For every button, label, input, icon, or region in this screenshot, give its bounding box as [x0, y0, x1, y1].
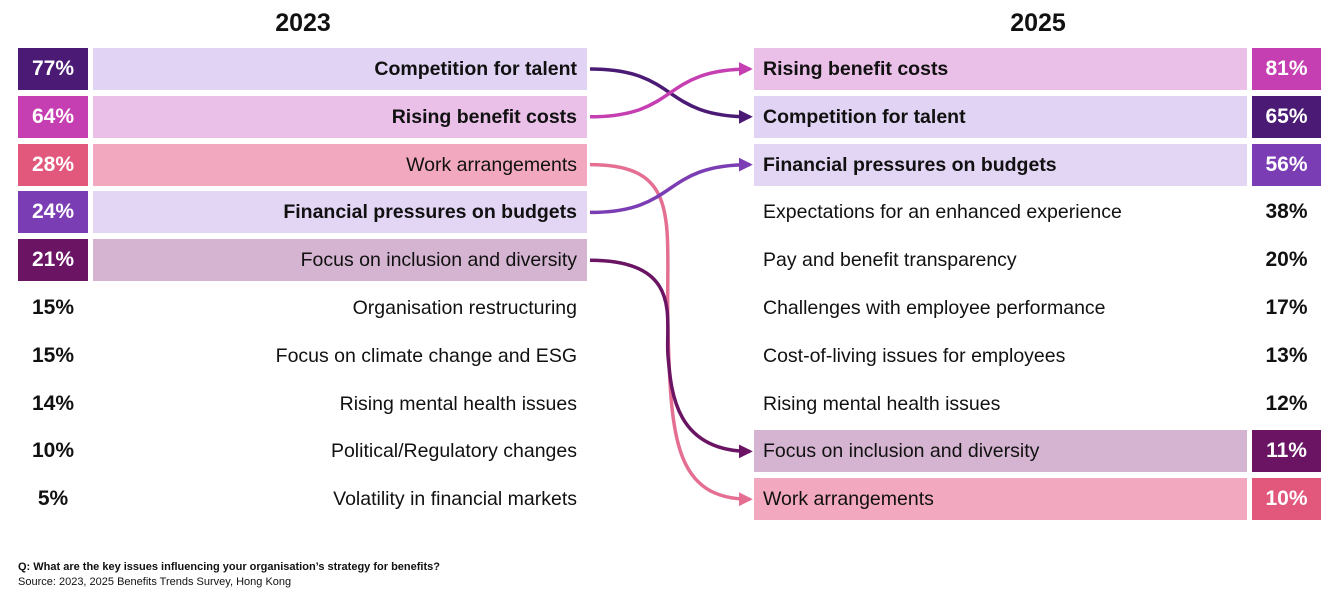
- issue-label: Pay and benefit transparency: [763, 249, 1017, 272]
- issue-label: Rising benefit costs: [754, 48, 1247, 90]
- issue-label: Focus on climate change and ESG: [275, 344, 577, 367]
- percent-value: 15%: [31, 343, 75, 367]
- percent-value: 20%: [1265, 248, 1308, 272]
- issue-label: Volatility in financial markets: [333, 488, 577, 511]
- issue-label: Financial pressures on budgets: [754, 143, 1247, 186]
- percent-value: 5%: [37, 487, 69, 511]
- percent-value: 77%: [18, 48, 88, 90]
- percent-value: 64%: [18, 95, 88, 138]
- issue-label: Focus on inclusion and diversity: [754, 430, 1247, 473]
- percent-value: 56%: [1252, 143, 1321, 186]
- issue-label: Rising benefit costs: [93, 95, 587, 138]
- issue-label: Competition for talent: [754, 95, 1247, 138]
- issue-label: Work arrangements: [93, 143, 587, 186]
- percent-value: 17%: [1265, 296, 1308, 319]
- issue-label: Work arrangements: [754, 478, 1247, 521]
- issue-label: Expectations for an enhanced experience: [763, 201, 1122, 224]
- percent-value: 13%: [1265, 343, 1308, 367]
- arrow-budgets: [589, 157, 753, 215]
- percent-value: 15%: [31, 296, 75, 319]
- issue-label: Competition for talent: [93, 48, 587, 90]
- arrow-costs: [589, 62, 753, 119]
- issue-label: Challenges with employee performance: [763, 297, 1106, 319]
- percent-value: 24%: [18, 191, 88, 234]
- percent-value: 65%: [1252, 95, 1321, 138]
- issue-label: Organisation restructuring: [352, 297, 577, 319]
- percent-value: 12%: [1265, 391, 1308, 415]
- percent-value: 11%: [1252, 430, 1321, 473]
- percent-value: 28%: [18, 143, 88, 186]
- percent-value: 10%: [1252, 478, 1321, 521]
- year-2023-heading: 2023: [275, 9, 331, 37]
- issue-label: Rising mental health issues: [339, 392, 577, 415]
- percent-value: 10%: [31, 439, 75, 463]
- issue-label: Rising mental health issues: [763, 392, 1001, 415]
- issue-label: Financial pressures on budgets: [93, 191, 587, 234]
- issue-label: Political/Regulatory changes: [330, 440, 577, 463]
- survey-question: Q: What are the key issues influencing y…: [18, 561, 440, 573]
- percent-value: 81%: [1252, 48, 1321, 90]
- issue-label: Focus on inclusion and diversity: [93, 239, 587, 282]
- percent-value: 14%: [31, 391, 75, 415]
- survey-source: Source: 2023, 2025 Benefits Trends Surve…: [18, 576, 292, 588]
- year-2025-heading: 2025: [1010, 9, 1066, 37]
- percent-value: 38%: [1265, 200, 1308, 224]
- issue-label: Cost-of-living issues for employees: [763, 344, 1066, 367]
- arrow-inclusion: [589, 258, 753, 459]
- percent-value: 21%: [18, 239, 88, 282]
